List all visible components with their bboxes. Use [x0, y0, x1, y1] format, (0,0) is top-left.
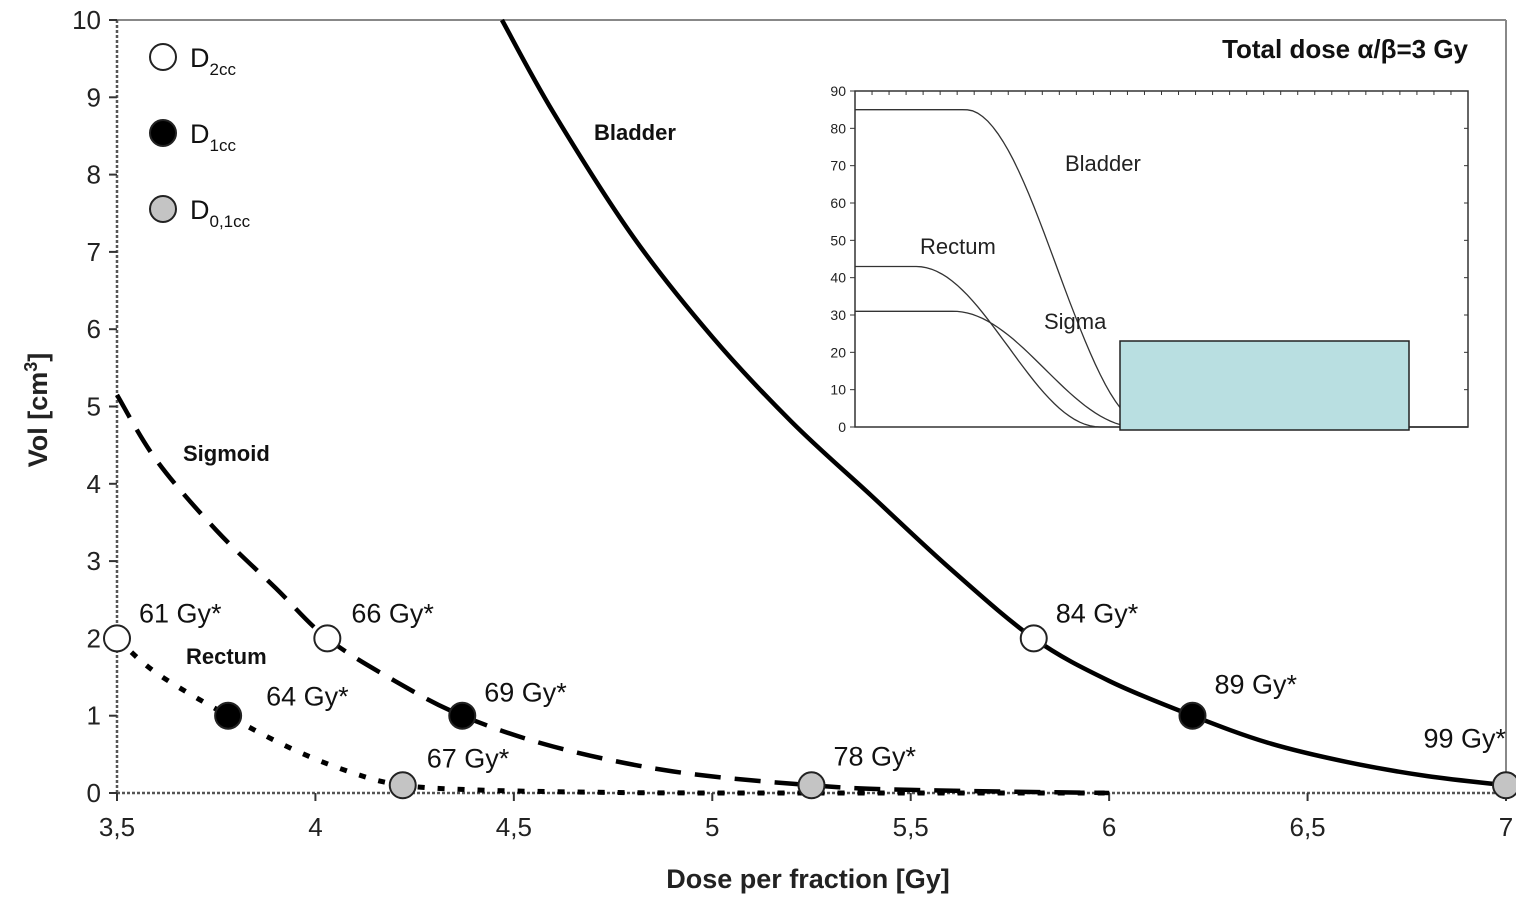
legend-label: D1cc	[190, 119, 236, 155]
inset-y-tick-label: 50	[830, 232, 846, 248]
marker-group: 61 Gy* 64 Gy* 67 Gy* 66 Gy* 69 Gy* 78 Gy* 84 G…	[103, 598, 1516, 800]
marker-annotation: 84 Gy*	[1056, 598, 1139, 628]
inset-y-tick-label: 10	[830, 382, 846, 398]
y-tick-label: 4	[87, 469, 101, 499]
marker-annotation: 99 Gy*	[1423, 723, 1506, 753]
legend-marker-d0-1cc	[149, 195, 177, 223]
marker-annotation: 64 Gy*	[266, 682, 349, 712]
x-tick-label: 4	[308, 812, 322, 842]
chart-title: Total dose α/β=3 Gy	[1222, 34, 1468, 64]
marker-annotation: 67 Gy*	[427, 743, 510, 773]
inset-sigma-label: Sigma	[1044, 309, 1107, 334]
y-tick-label: 3	[87, 546, 101, 576]
y-tick-label: 2	[87, 623, 101, 653]
y-axis-title: Vol [cm3]	[21, 353, 53, 468]
inset-highlight-box	[1119, 340, 1410, 431]
curve-group	[115, 18, 1507, 796]
legend-label: D2cc	[190, 43, 236, 79]
rectum-curve-label: Rectum	[186, 644, 267, 669]
marker-d1cc	[214, 701, 243, 730]
x-tick-label: 6,5	[1289, 812, 1325, 842]
inset-rectum-label: Rectum	[920, 234, 996, 259]
legend-label: D0,1cc	[190, 195, 251, 231]
marker-d2cc	[1019, 624, 1048, 653]
marker-d0-1cc	[388, 771, 417, 800]
legend: D2cc D1cc D0,1cc	[149, 43, 251, 231]
inset-y-tick-label: 0	[838, 419, 846, 435]
legend-marker-d2cc	[149, 43, 177, 71]
inset-y-tick-label: 60	[830, 195, 846, 211]
marker-annotation: 78 Gy*	[834, 741, 917, 771]
inset-chart: 0 10 20 30 40 50 60 70 80 90 Bladder Rectum Sigma	[830, 83, 1469, 435]
y-tick-label: 9	[87, 82, 101, 112]
marker-d2cc	[313, 624, 342, 653]
marker-d1cc	[448, 701, 477, 730]
sigmoid-curve-label: Sigmoid	[183, 441, 270, 466]
y-tick-label: 10	[72, 5, 101, 35]
marker-annotation: 66 Gy*	[351, 598, 434, 628]
bladder-curve	[499, 18, 1507, 788]
inset-y-tick-label: 40	[830, 270, 846, 286]
x-axis-title: Dose per fraction [Gy]	[666, 864, 950, 894]
marker-annotation: 69 Gy*	[484, 678, 567, 708]
inset-y-tick-label: 20	[830, 344, 846, 360]
x-tick-label: 6	[1102, 812, 1116, 842]
y-tick-label: 8	[87, 160, 101, 190]
x-tick-label: 3,5	[99, 812, 135, 842]
sigmoid-curve	[115, 393, 1110, 796]
inset-y-tick-label: 90	[830, 83, 846, 99]
inset-bladder-label: Bladder	[1065, 151, 1141, 176]
y-tick-label: 6	[87, 314, 101, 344]
marker-annotation: 89 Gy*	[1214, 670, 1297, 700]
y-axis-ticks: 0 1 2 3 4 5 6 7 8 9 10	[72, 5, 117, 808]
y-tick-label: 5	[87, 392, 101, 422]
x-tick-label: 7	[1499, 812, 1513, 842]
y-tick-label: 7	[87, 237, 101, 267]
y-tick-label: 0	[87, 778, 101, 808]
x-tick-label: 4,5	[496, 812, 532, 842]
bladder-curve-label: Bladder	[594, 120, 676, 145]
marker-d2cc	[103, 624, 131, 653]
marker-annotation: 61 Gy*	[139, 598, 222, 628]
x-tick-label: 5	[705, 812, 719, 842]
inset-y-tick-label: 70	[830, 158, 846, 174]
inset-y-tick-label: 30	[830, 307, 846, 323]
x-axis-ticks: 3,5 4 4,5 5 5,5 6 6,5 7	[99, 793, 1513, 842]
inset-y-tick-label: 80	[830, 120, 846, 136]
legend-marker-d1cc	[149, 119, 177, 147]
marker-d0-1cc	[1492, 771, 1516, 800]
marker-d1cc	[1178, 701, 1207, 730]
rectum-curve	[115, 636, 1110, 796]
marker-d0-1cc	[797, 771, 826, 800]
y-tick-label: 1	[87, 701, 101, 731]
x-tick-label: 5,5	[893, 812, 929, 842]
